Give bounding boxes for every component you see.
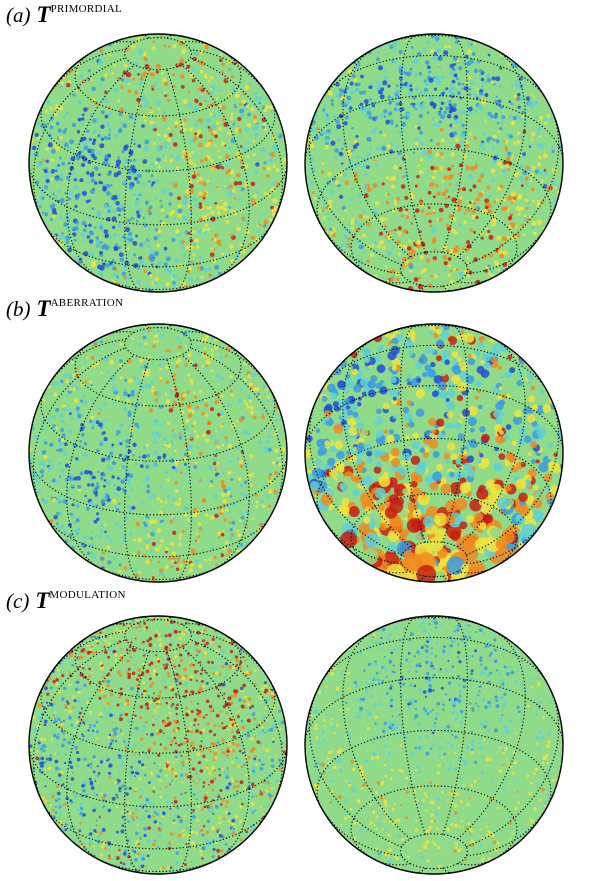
panel-letter: (c) bbox=[6, 589, 30, 613]
panel-letter: (b) bbox=[6, 297, 31, 321]
graticule-lines bbox=[29, 616, 287, 874]
sky-map-noise bbox=[29, 616, 287, 874]
globe-outline bbox=[28, 323, 288, 583]
panel-b-label: (b) TABERRATION bbox=[6, 296, 123, 322]
sky-map-globe-b-left bbox=[28, 323, 288, 583]
temperature-symbol: T bbox=[36, 296, 51, 321]
component-superscript: MODULATION bbox=[49, 589, 126, 601]
globe-outline bbox=[28, 615, 288, 875]
sky-map-noise bbox=[305, 324, 563, 582]
globe-outline bbox=[304, 33, 564, 293]
component-superscript: ABERRATION bbox=[50, 297, 124, 309]
sky-map-noise bbox=[29, 324, 287, 582]
panel-letter: (a) bbox=[6, 3, 31, 27]
component-superscript: PRIMORDIAL bbox=[50, 3, 123, 15]
sky-map-globe-a-left bbox=[28, 33, 288, 293]
panel-a-label: (a) TPRIMORDIAL bbox=[6, 2, 122, 28]
sky-map-globe-b-right bbox=[304, 323, 564, 583]
panel-c-label: (c) TMODULATION bbox=[6, 588, 126, 614]
globe-outline bbox=[304, 615, 564, 875]
sky-map-noise bbox=[29, 34, 287, 292]
sky-map-globe-c-right bbox=[304, 615, 564, 875]
temperature-symbol: T bbox=[36, 2, 51, 27]
temperature-symbol: T bbox=[35, 588, 50, 613]
graticule-lines bbox=[29, 324, 287, 582]
sky-map-globe-c-left bbox=[28, 615, 288, 875]
globe-outline bbox=[28, 33, 288, 293]
graticule-lines bbox=[29, 34, 287, 292]
globe-outline bbox=[304, 323, 564, 583]
sky-map-globe-a-right bbox=[304, 33, 564, 293]
sky-map-noise bbox=[305, 616, 563, 874]
sky-map-noise bbox=[305, 34, 563, 292]
